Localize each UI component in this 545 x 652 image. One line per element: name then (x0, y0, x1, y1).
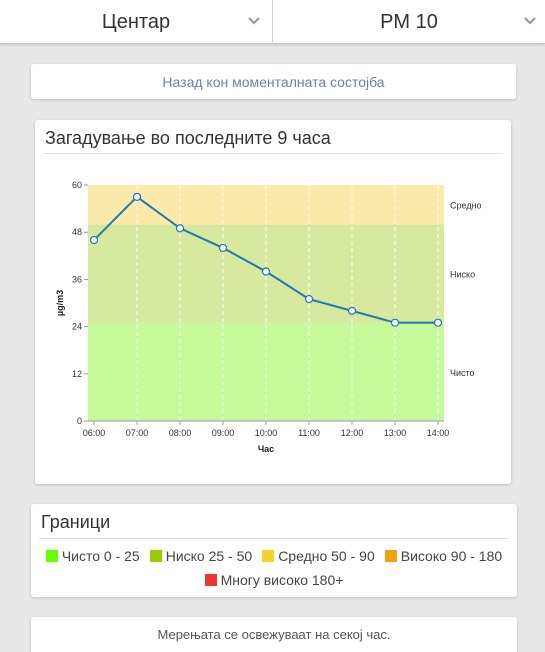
data-point (175, 224, 185, 233)
x-tick-label: 08:00 (169, 428, 192, 438)
legend-item: Ниско 25 - 50 (149, 548, 253, 564)
refresh-note: Мерењата се освежуваат на секој час. (157, 627, 391, 642)
x-tick-label: 07:00 (126, 428, 149, 438)
legend-title: Граници (41, 512, 111, 532)
y-tick-label: 0 (77, 416, 82, 426)
back-to-current-label: Назад кон моменталната состојба (162, 73, 385, 90)
legend-item-label: Средно 50 - 90 (278, 548, 375, 564)
legend-item: Високо 90 - 180 (384, 548, 503, 564)
x-tick-label: 13:00 (384, 428, 407, 438)
pollutant-select[interactable]: PM 10 (273, 0, 545, 44)
x-tick-label: 12:00 (341, 428, 364, 438)
y-tick-label: 36 (72, 274, 82, 284)
legend-item-label: Ниско 25 - 50 (165, 548, 253, 564)
chevron-down-icon (248, 17, 260, 25)
divider (39, 538, 509, 539)
x-tick-label: 14:00 (427, 428, 450, 438)
legend-item: Чисто 0 - 25 (45, 548, 140, 564)
data-point (433, 318, 443, 327)
legend-swatch (262, 550, 275, 562)
y-tick-label: 12 (72, 369, 82, 379)
data-point (218, 243, 228, 253)
data-point (132, 192, 142, 201)
legend-item-label: Чисто 0 - 25 (61, 548, 140, 564)
legend-items: Чисто 0 - 25 Ниско 25 - 50 Средно 50 - 90 В… (31, 548, 517, 588)
legend-item: Средно 50 - 90 (262, 548, 375, 564)
x-tick-label: 06:00 (83, 428, 106, 438)
x-tick-label: 11:00 (298, 428, 320, 438)
band-label: Чисто (450, 368, 475, 378)
band-2 (88, 185, 444, 225)
legend-item-label: Високо 90 - 180 (400, 548, 503, 564)
legend-swatch (149, 550, 162, 562)
top-bar: Центар PM 10 (0, 0, 545, 44)
data-point (347, 306, 357, 315)
legend-card: Граници Чисто 0 - 25 Ниско 25 - 50 Средно … (31, 504, 517, 597)
band-label: Средно (450, 201, 482, 211)
chart-card-title: Загадување во последните 9 часа (45, 128, 331, 148)
divider (43, 153, 503, 154)
data-point (261, 267, 271, 276)
y-tick-label: 24 (72, 322, 82, 332)
data-point (304, 294, 314, 304)
back-to-current-button[interactable]: Назад кон моменталната состојба (31, 64, 516, 99)
y-tick-label: 60 (72, 180, 82, 190)
info-card: Мерењата се освежуваат на секој час. (31, 617, 517, 652)
band-0 (88, 322, 444, 421)
legend-item: Многу високо 180+ (204, 572, 344, 588)
chevron-down-icon (524, 17, 536, 25)
y-tick-label: 48 (72, 227, 82, 237)
pollution-chart: Чисто Ниско Средно 0 12 24 36 48 60 06:00 07:00 08:… (55, 180, 482, 454)
station-select-value: Центар (101, 10, 171, 33)
legend-item-label: Многу високо 180+ (220, 572, 344, 588)
legend-swatch (384, 550, 397, 562)
x-tick-label: 10:00 (255, 428, 278, 438)
legend-swatch (204, 574, 217, 586)
data-point (89, 235, 99, 245)
station-select[interactable]: Центар (0, 0, 273, 44)
band-label: Ниско (450, 270, 475, 280)
x-axis-label: Час (258, 444, 274, 454)
y-axis-label: µg/m3 (55, 290, 65, 316)
chart-card: Загадување во последните 9 часа Чисто Нис… (35, 120, 511, 484)
data-point (390, 318, 400, 327)
pollutant-select-value: PM 10 (380, 10, 438, 33)
x-tick-label: 09:00 (212, 428, 235, 438)
legend-swatch (45, 550, 58, 562)
